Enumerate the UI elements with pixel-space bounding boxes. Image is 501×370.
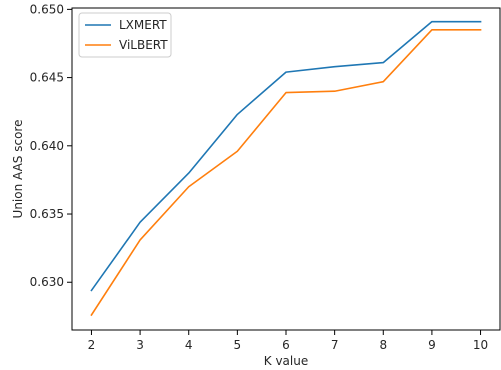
y-tick-label: 0.630: [30, 275, 64, 289]
series-line-vilbert: [90, 29, 482, 317]
x-tick-label: 3: [136, 338, 144, 352]
y-axis: 0.630 0.635 0.640 0.645 0.650: [30, 2, 72, 289]
x-tick-label: 4: [185, 338, 193, 352]
y-axis-label: Union AAS score: [11, 120, 25, 219]
x-tick-label: 9: [428, 338, 436, 352]
x-tick-label: 7: [331, 338, 339, 352]
legend-label: ViLBERT: [119, 38, 168, 52]
y-tick-label: 0.635: [30, 207, 64, 221]
series-line-lxmert: [90, 20, 482, 292]
x-tick-label: 5: [234, 338, 242, 352]
x-tick-label: 8: [379, 338, 387, 352]
series-lines: [90, 20, 482, 317]
x-tick-label: 10: [473, 338, 488, 352]
x-axis-label: K value: [264, 354, 308, 368]
x-tick-label: 2: [88, 338, 96, 352]
legend-label: LXMERT: [119, 18, 167, 32]
legend: LXMERT ViLBERT: [78, 12, 172, 58]
y-tick-label: 0.650: [30, 2, 64, 16]
y-tick-label: 0.640: [30, 139, 64, 153]
x-tick-label: 6: [282, 338, 290, 352]
x-axis: 2 3 4 5 6 7 8 9 10: [88, 330, 488, 352]
y-tick-label: 0.645: [30, 71, 64, 85]
legend-box: [78, 12, 172, 58]
